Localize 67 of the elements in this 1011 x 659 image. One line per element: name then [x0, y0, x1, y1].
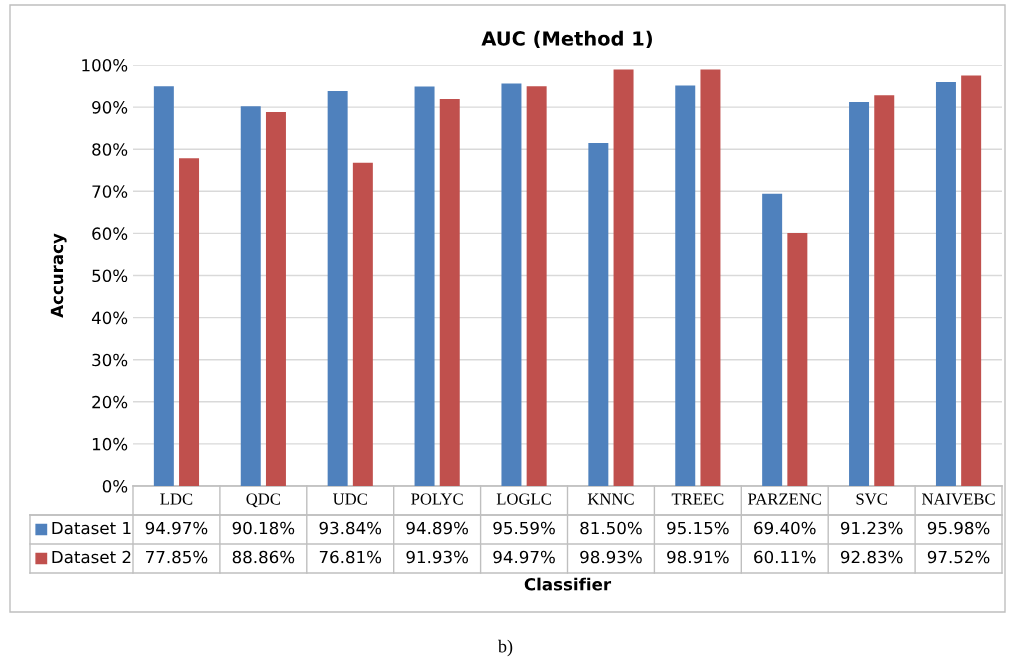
y-tick-label: 80% — [92, 143, 128, 156]
y-tick-label: 10% — [92, 437, 128, 451]
data-label: 88.86% — [232, 550, 295, 564]
bar — [327, 90, 348, 486]
data-label: 76.81% — [319, 550, 382, 564]
text: b) — [497, 639, 513, 657]
x-axis-title: Classifier — [524, 577, 612, 591]
data-label: 93.84% — [319, 521, 382, 535]
data-label: 81.50% — [580, 521, 642, 535]
data-label: 60.11% — [754, 550, 816, 564]
bar — [153, 86, 174, 486]
bar — [675, 85, 696, 486]
data-label: 91.23% — [840, 521, 903, 535]
y-tick-label: 100% — [82, 58, 128, 72]
bar — [414, 86, 435, 486]
legend-label: Dataset 1 — [52, 521, 131, 535]
x-tick-label: SVC — [856, 493, 887, 505]
y-axis-title: Accuracy — [50, 233, 67, 318]
y-tick-label: 50% — [92, 269, 128, 283]
bar — [352, 162, 373, 486]
x-tick-label: TREEC — [671, 493, 724, 505]
data-label: 98.91% — [667, 550, 729, 564]
bar — [849, 101, 870, 486]
bar — [588, 142, 609, 486]
x-tick-label: NAIVEBC — [921, 493, 995, 505]
x-tick-label: KNNC — [587, 493, 634, 505]
data-label: 90.18% — [232, 521, 295, 535]
bar — [439, 98, 460, 486]
data-label: 97.52% — [927, 550, 990, 564]
x-tick-label: POLYC — [411, 493, 463, 505]
x-tick-label: LDC — [160, 493, 193, 505]
bar — [961, 75, 982, 486]
bar — [526, 86, 547, 486]
data-label: 95.15% — [667, 521, 729, 535]
bar — [240, 106, 261, 486]
bar — [935, 81, 956, 486]
y-tick-label: 70% — [92, 185, 128, 198]
bar — [700, 69, 721, 486]
data-label: 92.83% — [840, 550, 903, 564]
data-label: 69.40% — [754, 521, 816, 535]
data-label: 77.85% — [146, 550, 208, 564]
bar — [501, 83, 522, 486]
x-tick-label: QDC — [246, 493, 281, 508]
bar — [762, 193, 783, 486]
data-label: 94.89% — [406, 521, 469, 535]
bar — [613, 69, 634, 486]
bar — [265, 111, 286, 486]
x-tick-label: PARZENC — [748, 493, 822, 505]
bar — [787, 232, 808, 486]
y-tick-label: 60% — [92, 227, 128, 240]
data-label: 98.93% — [580, 550, 642, 564]
data-label: 95.98% — [927, 521, 990, 535]
bar — [874, 95, 895, 486]
data-label: 94.97% — [493, 550, 555, 564]
data-label: 95.59% — [493, 521, 555, 535]
bar — [179, 158, 200, 486]
data-label: 91.93% — [406, 550, 469, 564]
legend-label: Dataset 2 — [52, 550, 131, 564]
x-tick-label: LOGLC — [496, 493, 551, 505]
y-tick-label: 0% — [102, 479, 128, 493]
y-tick-label: 20% — [92, 395, 128, 409]
y-tick-label: 40% — [91, 311, 128, 325]
chart-title: AUC (Method 1) — [481, 30, 652, 49]
y-tick-label: 30% — [92, 353, 128, 367]
y-tick-label: 90% — [92, 101, 128, 114]
x-tick-label: UDC — [333, 493, 367, 505]
data-label: 94.97% — [145, 521, 208, 535]
